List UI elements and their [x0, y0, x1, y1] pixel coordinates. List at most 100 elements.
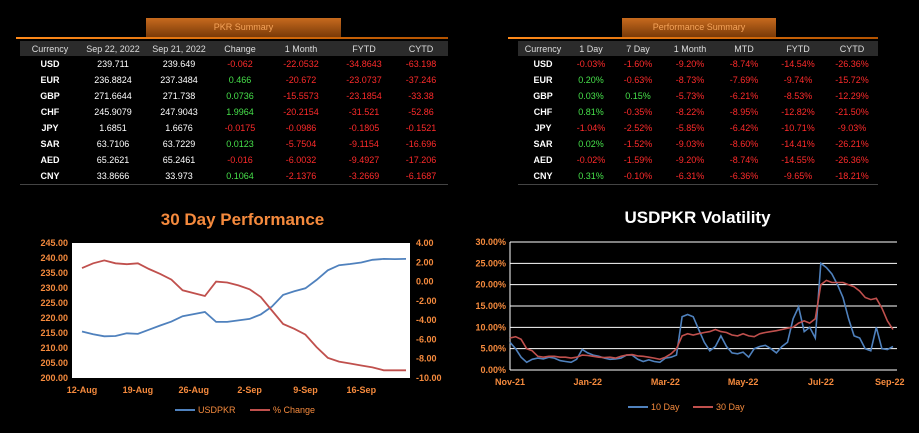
- x-tick-label: 19-Aug: [123, 385, 154, 395]
- x-tick-label: Nov-21: [495, 377, 525, 387]
- perf-cell-fytd: -12.82%: [781, 107, 815, 117]
- pkr-cell-sep22: 63.7106: [96, 139, 130, 149]
- pkr-cell-fytd: -9.4927: [348, 155, 380, 165]
- pkr-column-header: 1 Month: [284, 43, 318, 54]
- perf-cell-mtd: -6.21%: [729, 91, 759, 101]
- y-tick-label: 15.00%: [475, 301, 506, 311]
- perf-row-usd: USD -0.03% -1.60% -9.20% -8.74% -14.54% -26.36…: [518, 56, 878, 72]
- pkr-cell-currency: AED: [40, 155, 60, 165]
- x-tick-label: Sep-22: [875, 377, 905, 387]
- pkr-column-header: CYTD: [408, 43, 434, 54]
- perf-cell-currency: EUR: [533, 75, 553, 85]
- pkr-row-sar: SAR 63.7106 63.7229 0.0123 -5.7504 -9.1154 -16…: [20, 136, 448, 152]
- pkr-column-header: Sep 21, 2022: [152, 43, 206, 54]
- pkr-cell-m1: -20.672: [285, 75, 317, 85]
- perf-cell-cytd: -21.50%: [835, 107, 869, 117]
- series-line-10-day: [509, 261, 894, 364]
- perf-cell-d1: -0.03%: [576, 59, 606, 69]
- x-tick-label: 12-Aug: [67, 385, 98, 395]
- pkr-cell-currency: SAR: [40, 139, 60, 149]
- perf-cell-fytd: -9.65%: [770, 168, 826, 185]
- perf-cell-d1: -0.02%: [576, 155, 606, 165]
- pkr-cell-sep21: 33.973: [146, 168, 212, 185]
- pkr-cell-currency: CNY: [20, 168, 80, 185]
- performance-summary-header-row: Currency 1 Day 7 Day 1 Month MTD FYTD CYTD: [518, 41, 878, 56]
- pkr-cell-m1: -0.0986: [285, 123, 317, 133]
- pkr-cell-sep21: 239.649: [162, 59, 196, 69]
- pkr-cell-m1: -6.0032: [285, 155, 317, 165]
- perf-cell-m1: -8.73%: [675, 75, 705, 85]
- perf-cell-mtd: -6.36%: [718, 168, 770, 185]
- perf-column-header: CYTD: [839, 43, 865, 54]
- pkr-cell-change: -0.0175: [224, 123, 256, 133]
- perf-cell-d7: -0.10%: [614, 168, 662, 185]
- perf-column-header: FYTD: [786, 43, 810, 54]
- y-tick-label: 5.00%: [480, 344, 506, 354]
- perf-cell-m1: -5.85%: [675, 123, 705, 133]
- plot-area-30-day: [72, 243, 410, 378]
- pkr-column-header: Currency: [31, 43, 69, 54]
- perf-column-header: 1 Day: [579, 43, 603, 54]
- pkr-cell-cytd: -17.206: [405, 155, 437, 165]
- perf-cell-cytd: -18.21%: [826, 168, 878, 185]
- x-tick-label: 2-Sep: [237, 385, 262, 395]
- pkr-cell-cytd: -6.1687: [394, 168, 448, 185]
- pkr-cell-currency: EUR: [40, 75, 60, 85]
- y2-tick-label: -4.00: [416, 315, 437, 325]
- pkr-cell-sep22: 271.6644: [94, 91, 132, 101]
- pkr-cell-sep21: 63.7229: [162, 139, 196, 149]
- pkr-column-header: FYTD: [352, 43, 376, 54]
- pkr-cell-currency: JPY: [41, 123, 59, 133]
- pkr-cell-currency: CHF: [40, 107, 60, 117]
- pkr-cell-cytd: -16.696: [405, 139, 437, 149]
- pkr-column-header: Change: [224, 43, 256, 54]
- pkr-cell-fytd: -34.8643: [346, 59, 382, 69]
- perf-cell-fytd: -10.71%: [781, 123, 815, 133]
- pkr-cell-sep22: 1.6851: [99, 123, 127, 133]
- pkr-cell-cytd: -63.198: [405, 59, 437, 69]
- perf-cell-currency: USD: [533, 59, 553, 69]
- perf-cell-fytd: -8.53%: [783, 91, 813, 101]
- perf-cell-currency: CHF: [533, 107, 553, 117]
- perf-cell-currency: CNY: [518, 168, 568, 185]
- x-tick-label: Mar-22: [651, 377, 680, 387]
- performance-summary-table: Currency 1 Day 7 Day 1 Month MTD FYTD CYTD USD…: [518, 41, 878, 185]
- perf-cell-fytd: -14.54%: [781, 59, 815, 69]
- y-tick-label: 240.00: [40, 253, 68, 263]
- perf-cell-m1: -6.31%: [662, 168, 718, 185]
- pkr-cell-change: -0.062: [227, 59, 253, 69]
- perf-cell-fytd: -9.74%: [783, 75, 813, 85]
- x-tick-label: 9-Sep: [293, 385, 318, 395]
- perf-column-header: MTD: [734, 43, 754, 54]
- pkr-cell-sep21: 237.3484: [160, 75, 198, 85]
- pkr-summary-underline: [16, 37, 448, 39]
- perf-cell-currency: JPY: [534, 123, 552, 133]
- perf-cell-d1: 0.31%: [568, 168, 614, 185]
- perf-column-header: Currency: [524, 43, 562, 54]
- chart-title-volatility: USDPKR Volatility: [624, 208, 771, 227]
- performance-summary-underline: [508, 37, 878, 39]
- pkr-cell-sep21: 1.6676: [165, 123, 193, 133]
- x-tick-label: May-22: [728, 377, 759, 387]
- y-tick-label: 210.00: [40, 343, 68, 353]
- pkr-cell-sep21: 247.9043: [160, 107, 198, 117]
- y2-tick-label: 2.00: [416, 257, 434, 267]
- perf-row-jpy: JPY -1.04% -2.52% -5.85% -6.42% -10.71% -9.03%: [518, 120, 878, 136]
- perf-column-header: 7 Day: [626, 43, 650, 54]
- perf-cell-d7: -1.60%: [623, 59, 653, 69]
- y-tick-label: 235.00: [40, 268, 68, 278]
- pkr-summary-header-row: Currency Sep 22, 2022 Sep 21, 2022 Change 1 …: [20, 41, 448, 56]
- perf-cell-fytd: -14.41%: [781, 139, 815, 149]
- legend-label-30-day: 30 Day: [716, 402, 745, 412]
- y-tick-label: 245.00: [40, 238, 68, 248]
- pkr-row-eur: EUR 236.8824 237.3484 0.466 -20.672 -23.0737 -…: [20, 72, 448, 88]
- perf-cell-mtd: -7.69%: [729, 75, 759, 85]
- perf-cell-m1: -8.22%: [675, 107, 705, 117]
- perf-cell-currency: SAR: [533, 139, 553, 149]
- pkr-cell-sep22: 236.8824: [94, 75, 132, 85]
- x-tick-label: Jan-22: [573, 377, 602, 387]
- pkr-cell-fytd: -23.0737: [346, 75, 382, 85]
- perf-row-sar: SAR 0.02% -1.52% -9.03% -8.60% -14.41% -26.21%: [518, 136, 878, 152]
- perf-row-chf: CHF 0.81% -0.35% -8.22% -8.95% -12.82% -21.50%: [518, 104, 878, 120]
- pkr-row-jpy: JPY 1.6851 1.6676 -0.0175 -0.0986 -0.1805 -0.1…: [20, 120, 448, 136]
